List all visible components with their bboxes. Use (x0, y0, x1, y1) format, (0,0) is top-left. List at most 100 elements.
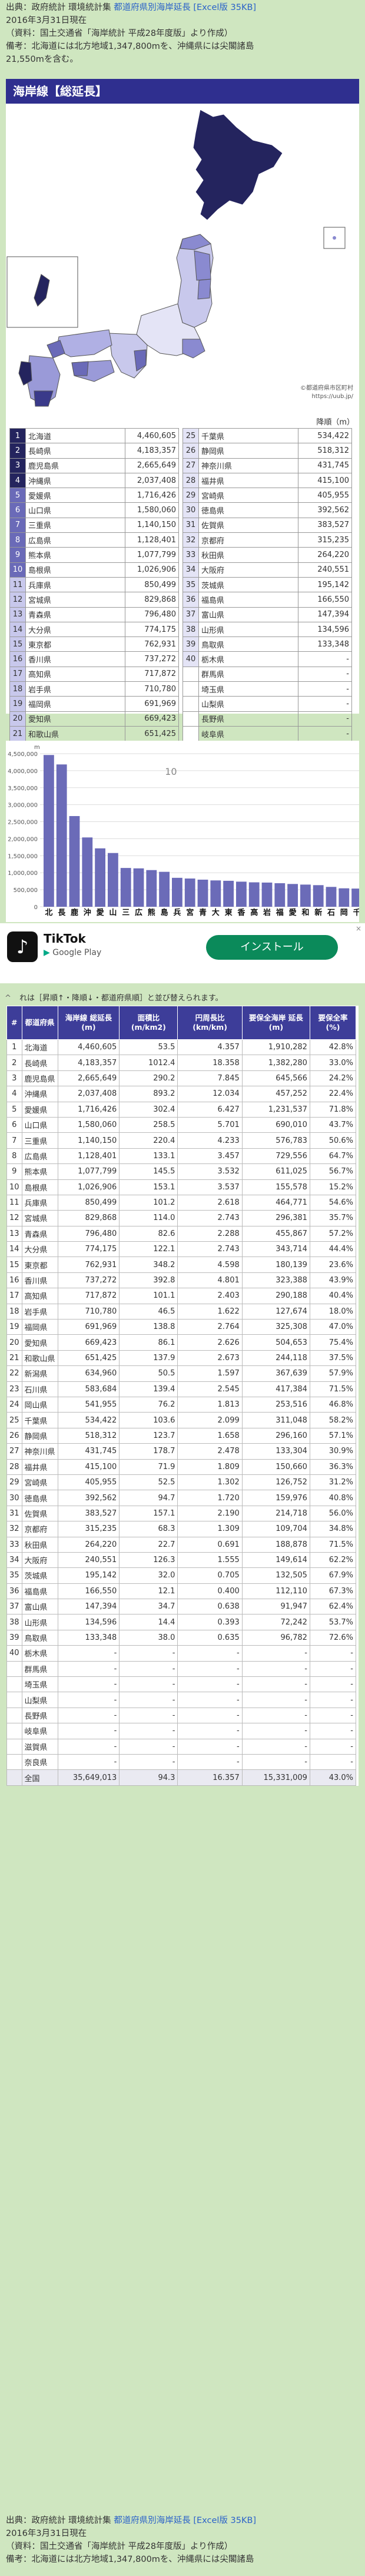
bar-6[interactable] (120, 868, 131, 907)
bar-19[interactable] (287, 884, 298, 907)
bar-0[interactable] (44, 755, 54, 907)
bar-17[interactable] (261, 882, 273, 907)
ranking-row: 29 宮崎県 405,955 (182, 488, 352, 503)
source-link[interactable]: 都道府県別海岸延長 (114, 3, 191, 12)
row-length: 392,562 (57, 1490, 120, 1506)
table-row: 3 鹿児島県 2,665,649 290.2 7.845 645,566 24.2% (6, 1070, 357, 1087)
ranking-rank: 28 (182, 472, 199, 489)
column-header[interactable]: 海岸線 総延長(m) (57, 1006, 120, 1040)
ranking-pref: 熊本県 (25, 547, 125, 563)
column-header[interactable]: 円周長比 (km/km) (177, 1006, 243, 1040)
ranking-rank: 11 (9, 576, 26, 593)
ranking-value: 717,872 (125, 666, 179, 682)
row-perimeter-ratio: 2.545 (177, 1381, 243, 1397)
bar-22[interactable] (326, 887, 337, 907)
row-pref: 栃木県 (21, 1645, 58, 1662)
bar-13[interactable] (210, 880, 221, 907)
bar-18[interactable] (274, 883, 286, 907)
ranking-row: 27 神奈川県 431,745 (182, 457, 352, 473)
row-rank: 36 (6, 1583, 22, 1600)
row-protected-rate: 62.2% (309, 1551, 357, 1569)
ranking-row: 3 鹿児島県 2,665,649 (9, 457, 179, 473)
row-rank: 6 (6, 1116, 22, 1133)
row-area-ratio: 101.2 (119, 1194, 178, 1211)
y-tick-label: 500,000 (14, 887, 38, 894)
bar-7[interactable] (133, 868, 144, 907)
bar-5[interactable] (108, 853, 118, 907)
row-protected-length: 150,660 (241, 1458, 310, 1475)
map-kagoshima (34, 390, 54, 407)
column-header[interactable]: # (6, 1006, 22, 1040)
bar-24[interactable] (351, 888, 359, 907)
ranking-unit: 降順（m） (316, 418, 354, 427)
row-protected-length: 290,188 (241, 1288, 310, 1304)
ad-close-icon[interactable]: × (355, 924, 361, 933)
row-protected-rate: 67.9% (309, 1567, 357, 1584)
sort-caret-icon[interactable]: ^ (5, 994, 11, 1003)
bar-3[interactable] (82, 837, 93, 907)
ranking-value: 829,868 (125, 592, 179, 608)
row-protected-rate: 56.0% (309, 1505, 357, 1522)
excel-link[interactable]: [Excel版 35KB] (193, 2516, 257, 2525)
row-protected-length: - (241, 1738, 310, 1755)
row-perimeter-ratio: 1.720 (177, 1490, 243, 1506)
row-protected-rate: 44.4% (309, 1241, 357, 1258)
source-link[interactable]: 都道府県別海岸延長 (114, 2516, 191, 2525)
source-note: 備考：北海道には北方地域1,347,800mを、沖縄県には尖閣諸島 (6, 42, 254, 51)
row-protected-rate: 71.5% (309, 1381, 357, 1397)
ranking-value: 1,580,060 (125, 502, 179, 518)
ranking-rank: 39 (182, 636, 199, 652)
row-protected-length: 325,308 (241, 1319, 310, 1335)
column-header[interactable]: 面積比 (m/km2) (119, 1006, 178, 1040)
row-pref: 和歌山県 (21, 1350, 58, 1367)
row-protected-rate: 46.8% (309, 1396, 357, 1413)
ranking-rank: 18 (9, 681, 26, 697)
table-row: 15 東京都 762,931 348.2 4.598 180,139 23.6% (6, 1256, 357, 1273)
ranking-pref: 群馬県 (198, 666, 298, 682)
bar-21[interactable] (313, 885, 324, 907)
column-header[interactable]: 要保全率 (%) (309, 1006, 357, 1040)
bar-23[interactable] (339, 888, 350, 907)
table-row: 20 愛知県 669,423 86.1 2.626 504,653 75.4% (6, 1334, 357, 1351)
sort-note: ^ れは［昇順↑・降順↓・都道府県順］と並び替えられます。 (5, 992, 360, 1003)
table-row: 奈良県 - - - - - (6, 1753, 357, 1771)
row-perimeter-ratio: 0.635 (177, 1629, 243, 1646)
bar-14[interactable] (223, 880, 234, 907)
bar-11[interactable] (184, 878, 195, 907)
ranking-value: 651,425 (125, 725, 179, 742)
bar-12[interactable] (197, 879, 208, 907)
ranking-pref: 青森県 (25, 606, 125, 622)
install-button[interactable]: インストール (206, 935, 338, 960)
row-length: 518,312 (57, 1427, 120, 1444)
ranking-row: 6 山口県 1,580,060 (9, 502, 179, 518)
row-protected-length: 91,947 (241, 1599, 310, 1615)
row-area-ratio: 14.4 (119, 1614, 178, 1630)
ranking-row: 13 青森県 796,480 (9, 606, 179, 622)
row-area-ratio: 76.2 (119, 1396, 178, 1413)
bar-16[interactable] (248, 882, 260, 907)
bar-8[interactable] (146, 870, 157, 907)
ranking-value: 240,551 (298, 562, 352, 578)
ranking-value: 4,460,605 (125, 427, 179, 444)
column-header[interactable]: 要保全海岸 延長(m) (241, 1006, 310, 1040)
bar-10[interactable] (172, 877, 182, 907)
excel-link[interactable]: [Excel版 35KB] (193, 3, 257, 12)
column-header[interactable]: 都道府県 (21, 1006, 58, 1040)
bar-4[interactable] (95, 848, 105, 907)
ranking-row: 11 兵庫県 850,499 (9, 576, 179, 593)
ranking-pref: 愛媛県 (25, 488, 125, 503)
row-length: 2,037,408 (57, 1086, 120, 1102)
row-protected-rate: 47.0% (309, 1319, 357, 1335)
row-area-ratio: 302.4 (119, 1101, 178, 1118)
x-tick-label: 鹿 (71, 908, 78, 917)
ad-banner[interactable]: ♪ TikTok ▶ Google Play インストール × (0, 923, 365, 983)
row-perimeter-ratio: 0.691 (177, 1536, 243, 1553)
detail-table: # 都道府県 海岸線 総延長(m) 面積比 (m/km2) 円周長比 (km/km) 要保… (6, 1006, 357, 1786)
bar-1[interactable] (56, 764, 67, 907)
row-length: 762,931 (57, 1256, 120, 1273)
bar-20[interactable] (300, 884, 311, 907)
row-length: 264,220 (57, 1536, 120, 1553)
bar-2[interactable] (69, 815, 80, 907)
bar-9[interactable] (159, 871, 170, 907)
bar-15[interactable] (236, 881, 247, 907)
